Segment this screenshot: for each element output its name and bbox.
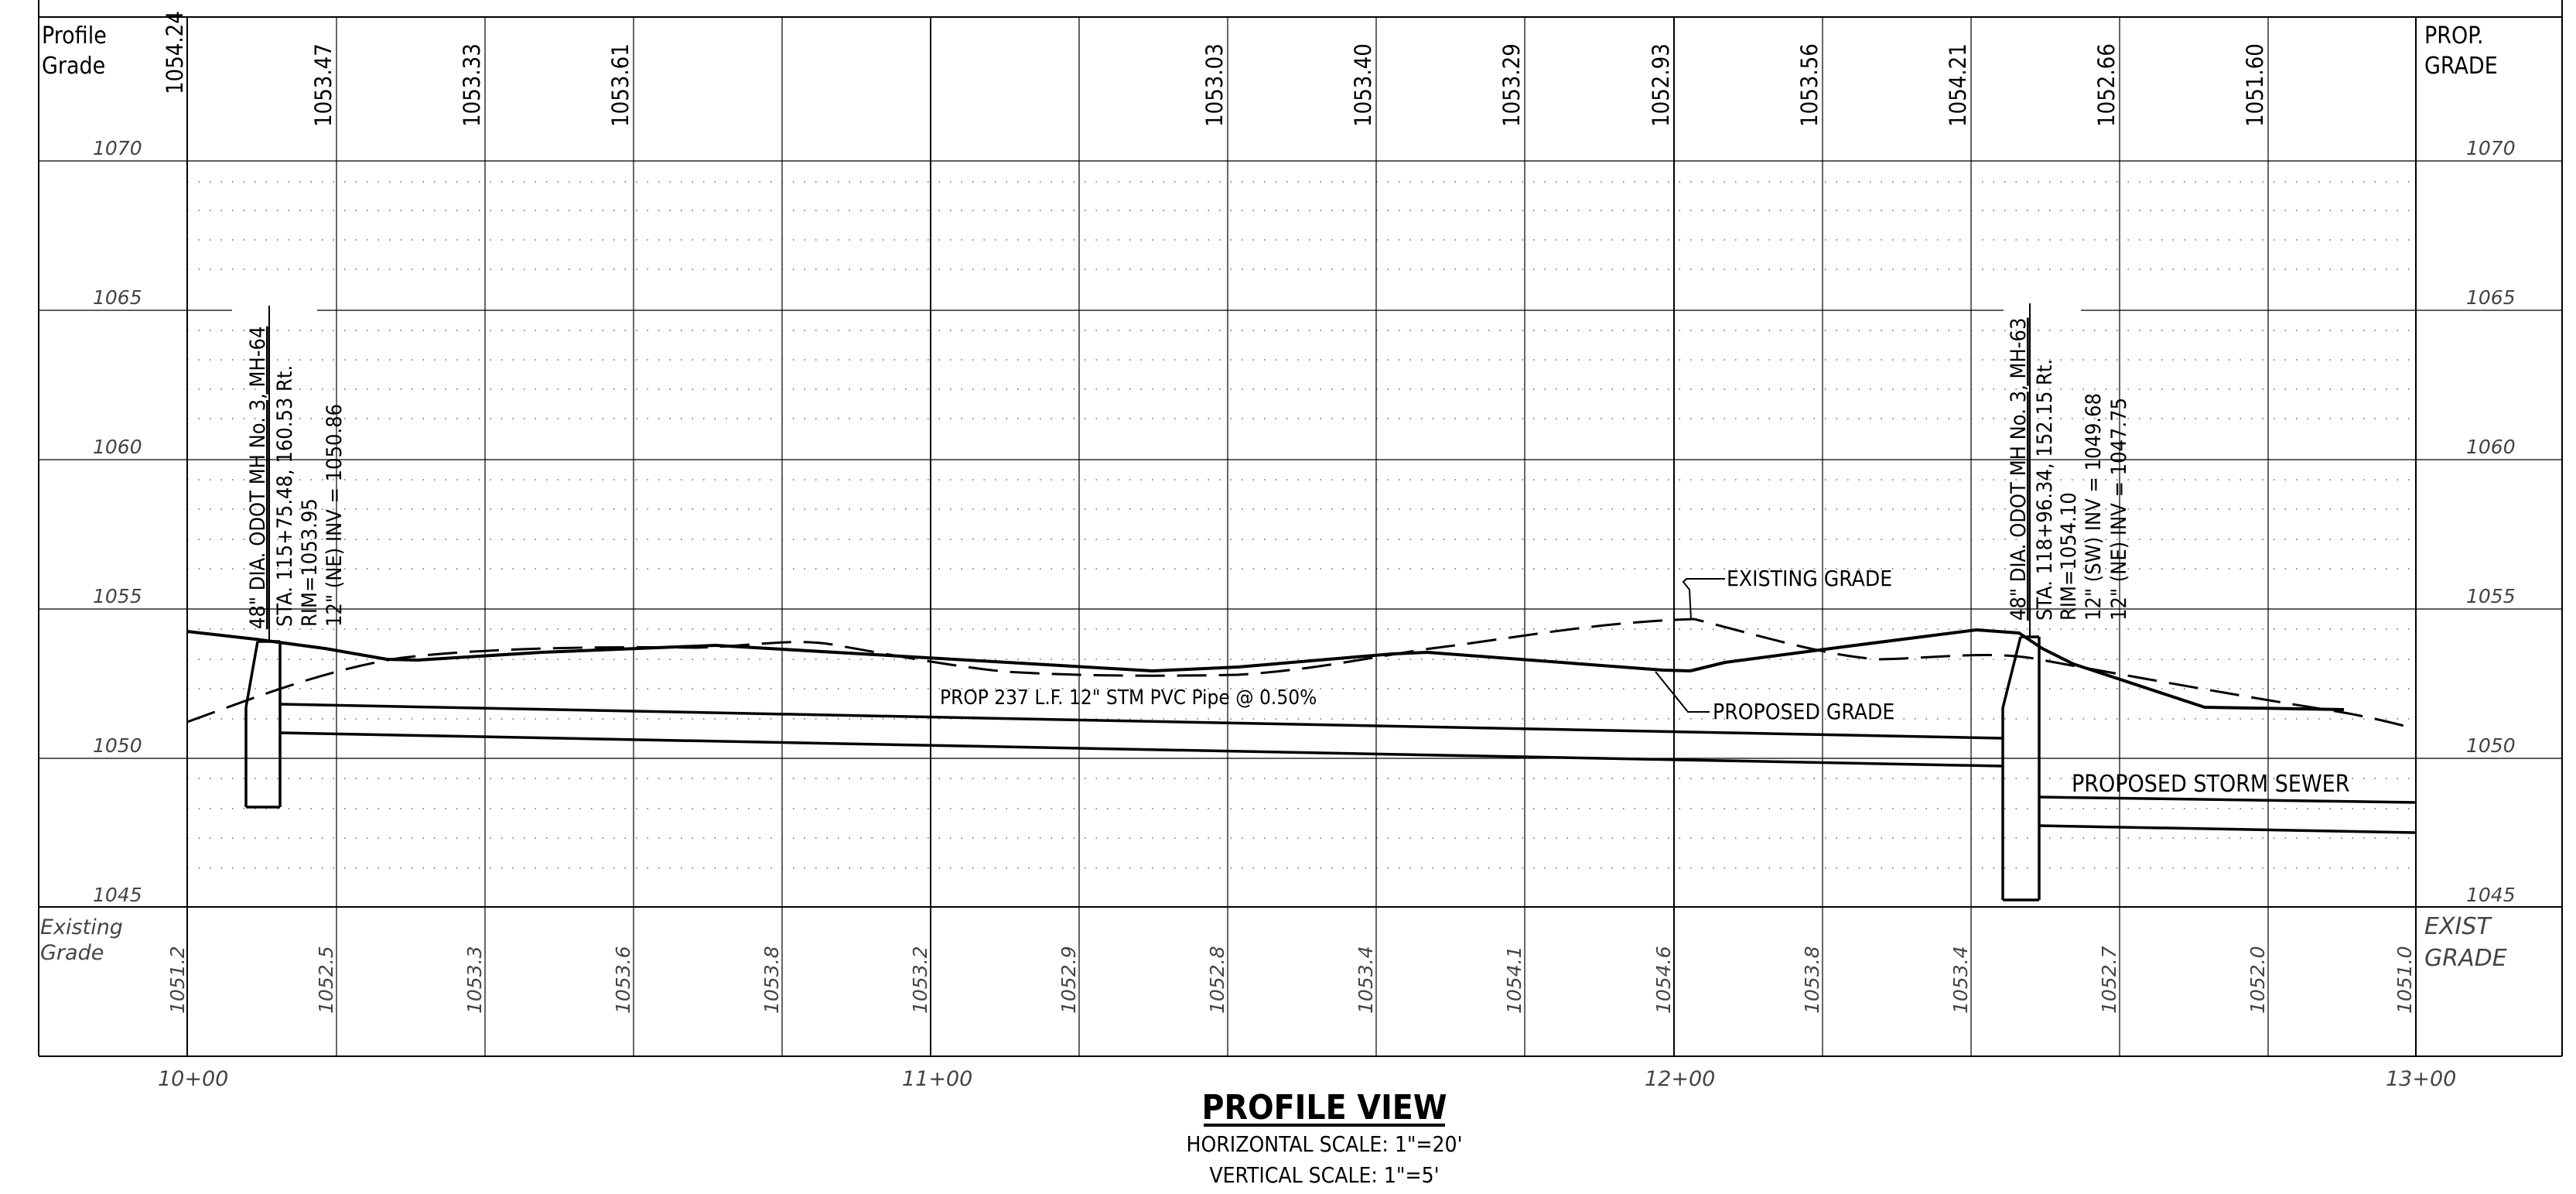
proposed-grade-value: 1053.56: [1796, 43, 1823, 127]
storm-pipe: [279, 703, 2417, 834]
elevation-label-left: 1050: [93, 734, 142, 757]
existing-grade-value: 1052.0: [2246, 946, 2269, 1014]
station-label: 10+00: [158, 1067, 228, 1091]
mh-63-line2: STA. 118+96.34, 152.15 Rt.: [2033, 359, 2057, 621]
footer-left-line1: Existing: [40, 915, 123, 939]
header-right-line1: PROP.: [2424, 22, 2483, 50]
elevation-label-left: 1060: [93, 436, 142, 458]
existing-grade-values: 1051.2 1052.5 1053.3 1053.6 1053.8 1053.…: [166, 946, 2416, 1014]
mh-64-annotation: 48" DIA. ODOT MH No. 3, MH-64 STA. 115+7…: [246, 327, 347, 629]
title-profile-view: PROFILE VIEW: [1201, 1088, 1447, 1127]
mh-64-line3: RIM=1053.95: [298, 498, 322, 627]
elevation-label-right: 1050: [2466, 734, 2516, 757]
proposed-grade-value: 1051.60: [2242, 43, 2268, 127]
existing-grade-value: 1051.0: [2393, 946, 2416, 1014]
proposed-grade-value: 1054.24: [162, 11, 188, 94]
elevation-label-right: 1070: [2466, 137, 2516, 159]
existing-grade-value: 1052.8: [1206, 946, 1228, 1014]
existing-grade-value: 1053.8: [760, 946, 783, 1014]
proposed-grade-values: 1054.24 1053.47 1053.33 1053.61 1053.03 …: [162, 11, 2268, 127]
proposed-grade-value: 1052.66: [2093, 43, 2120, 127]
station-label: 12+00: [1645, 1067, 1715, 1091]
mh-64-line1: 48" DIA. ODOT MH No. 3, MH-64: [246, 327, 270, 629]
proposed-grade-line: [186, 628, 2345, 711]
mh-63-annotation: 48" DIA. ODOT MH No. 3, MH-63 STA. 118+9…: [2007, 318, 2131, 621]
mh-63-line1: 48" DIA. ODOT MH No. 3, MH-63: [2007, 318, 2031, 621]
proposed-grade-value: 1053.40: [1350, 43, 1376, 127]
proposed-grade-value: 1054.21: [1945, 43, 1971, 127]
existing-grade-leader: [1682, 578, 1725, 620]
elevation-label-right: 1055: [2466, 585, 2516, 607]
existing-grade-value: 1053.4: [1355, 946, 1377, 1014]
footer-left-line2: Grade: [40, 941, 104, 965]
existing-grade-value: 1054.6: [1652, 946, 1675, 1014]
grid-frame: [38, 0, 2563, 1057]
proposed-grade-value: 1053.61: [607, 43, 634, 127]
mh-64-line4: 12" (NE) INV = 1050.86: [323, 404, 347, 627]
existing-grade-callout: EXISTING GRADE: [1727, 566, 1892, 591]
elevation-label-right: 1065: [2466, 286, 2516, 309]
mh-64-line2: STA. 115+75.48, 160.53 Rt.: [273, 365, 297, 627]
mh-63-line4: 12" (SW) INV = 1049.68: [2082, 393, 2106, 621]
existing-grade-value: 1053.8: [1801, 946, 1823, 1014]
proposed-grade-value: 1053.03: [1201, 43, 1228, 127]
existing-grade-value: 1052.9: [1057, 946, 1080, 1014]
station-label: 13+00: [2386, 1067, 2456, 1091]
existing-grade-value: 1052.5: [315, 946, 337, 1014]
existing-grade-value: 1051.2: [166, 946, 189, 1014]
existing-grade-value: 1053.4: [1949, 946, 1972, 1014]
elevation-label-left: 1045: [93, 884, 142, 906]
existing-grade-value: 1053.2: [909, 946, 931, 1014]
proposed-grade-value: 1053.47: [310, 43, 337, 127]
pipe-callout: PROP 237 L.F. 12" STM PVC Pipe @ 0.50%: [940, 686, 1317, 710]
manhole-mh-63: [2001, 303, 2041, 901]
mh-63-line5: 12" (NE) INV = 1047.75: [2107, 398, 2131, 621]
elevation-label-right: 1045: [2466, 884, 2516, 906]
proposed-grade-leader: [1655, 671, 1710, 713]
header-right-line2: GRADE: [2424, 53, 2498, 80]
proposed-grade-value: 1053.29: [1498, 43, 1525, 127]
elevation-label-left: 1055: [93, 585, 142, 607]
footer-right-line1: EXIST: [2424, 913, 2492, 940]
existing-grade-line: [186, 618, 2417, 730]
existing-grade-value: 1054.1: [1503, 946, 1525, 1014]
station-label: 11+00: [902, 1067, 972, 1091]
elevation-label-right: 1060: [2466, 436, 2516, 458]
manhole-mh-64: [244, 306, 282, 809]
elevation-label-left: 1065: [93, 286, 142, 309]
vertical-scale: VERTICAL SCALE: 1"=5': [1209, 1162, 1439, 1188]
existing-grade-value: 1053.6: [612, 946, 634, 1014]
mh-63-line3: RIM=1054.10: [2057, 492, 2081, 621]
proposed-grade-callout: PROPOSED GRADE: [1713, 699, 1894, 724]
proposed-grade-value: 1053.33: [459, 43, 485, 127]
horizontal-scale: HORIZONTAL SCALE: 1"=20': [1187, 1131, 1463, 1157]
elevation-label-left: 1070: [93, 137, 142, 159]
header-left-line2: Grade: [42, 53, 105, 80]
proposed-grade-value: 1052.93: [1648, 43, 1674, 127]
storm-sewer-callout: PROPOSED STORM SEWER: [2072, 771, 2349, 798]
existing-grade-value: 1053.3: [463, 946, 486, 1014]
existing-grade-value: 1052.7: [2098, 946, 2120, 1014]
footer-right-line2: GRADE: [2424, 945, 2507, 972]
header-left-line1: Profile: [42, 22, 107, 50]
